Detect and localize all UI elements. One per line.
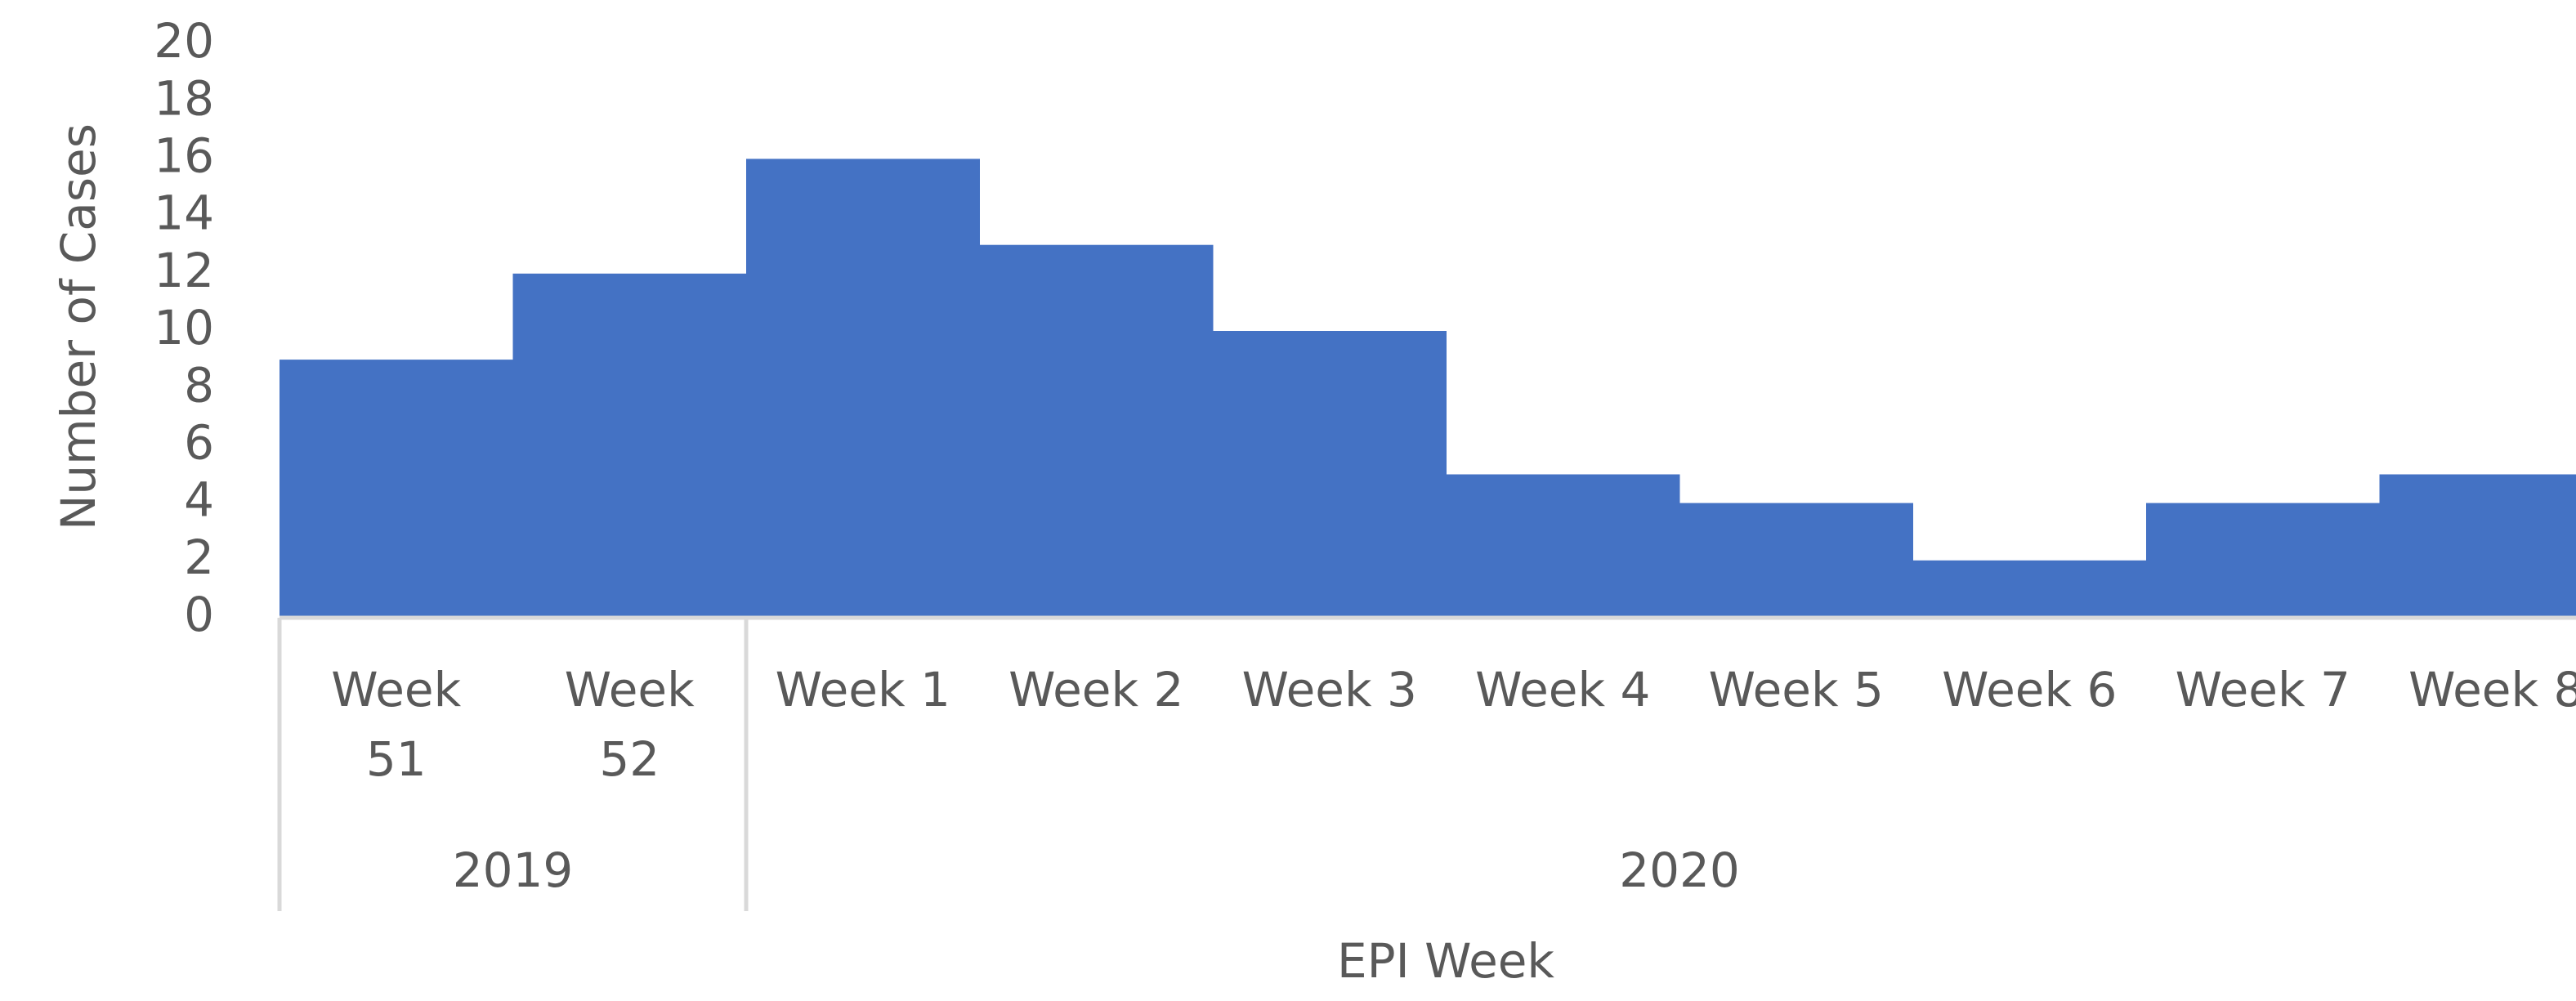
- x-tick-label: Week 52: [565, 662, 695, 787]
- bar: [512, 273, 747, 618]
- bar: [746, 159, 980, 618]
- y-tick-label: 18: [154, 70, 214, 126]
- x-tick-label: Week 2: [1008, 662, 1183, 717]
- y-axis-title: Number of Cases: [51, 123, 106, 530]
- bar: [2379, 474, 2576, 618]
- bar: [1679, 503, 1913, 618]
- bar: [1912, 560, 2147, 618]
- y-tick-label: 14: [154, 185, 214, 241]
- x-tick-label: Week 1: [776, 662, 950, 717]
- y-tick-label: 10: [154, 300, 214, 355]
- x-axis-title: EPI Week: [1337, 933, 1554, 989]
- y-tick-label: 0: [184, 587, 214, 642]
- bar: [979, 244, 1214, 618]
- y-tick-label: 6: [184, 415, 214, 471]
- y-tick-label: 2: [184, 530, 214, 585]
- group-label: 2019: [453, 842, 574, 898]
- bar: [1446, 474, 1680, 618]
- x-tick-label: Week 51: [331, 662, 461, 787]
- bar: [280, 360, 513, 618]
- x-tick-label: Week 3: [1242, 662, 1417, 717]
- bar: [1213, 331, 1447, 618]
- x-tick-label: Week 5: [1709, 662, 1884, 717]
- group-label: 2020: [1619, 842, 1740, 898]
- y-tick-label: 8: [184, 357, 214, 413]
- y-tick-label: 16: [154, 128, 214, 184]
- x-tick-label: Week 4: [1475, 662, 1650, 717]
- x-tick-label: Week 7: [2176, 662, 2350, 717]
- y-tick-label: 20: [154, 13, 214, 69]
- x-tick-label: Week 8: [2408, 662, 2576, 717]
- bar: [2146, 503, 2380, 618]
- y-tick-label: 12: [154, 243, 214, 298]
- x-tick-label: Week 6: [1942, 662, 2117, 717]
- y-tick-label: 4: [184, 472, 214, 528]
